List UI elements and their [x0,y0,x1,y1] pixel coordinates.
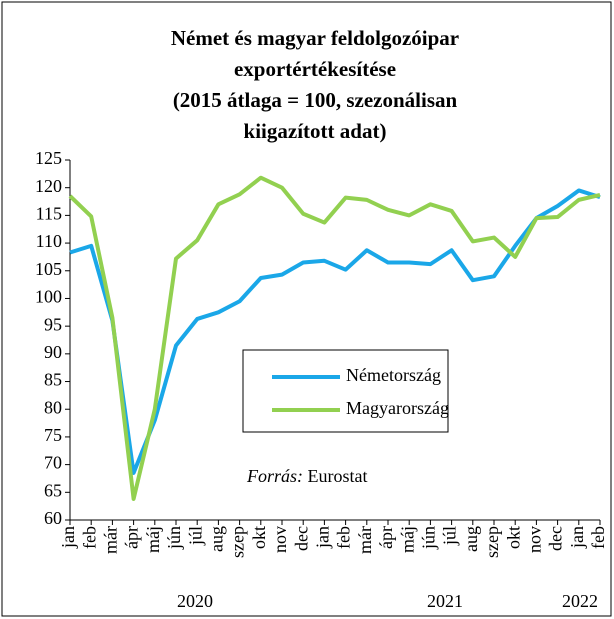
y-tick-label: 85 [44,370,62,390]
x-tick-label: dec [546,526,566,551]
source-text: Eurostat [308,466,368,486]
legend-label: Németország [346,365,441,385]
chart-title: Német és magyar feldolgozóipar [171,26,459,50]
x-tick-label: már [355,526,375,554]
source: Forrás: Eurostat [246,466,368,486]
year-label: 2022 [562,591,598,611]
x-tick-label: nov [270,526,290,553]
chart-title: exportértékesítése [234,57,396,81]
x-tick-label: szep [482,526,502,558]
y-tick-label: 100 [35,287,62,307]
x-tick-label: jan [58,526,78,549]
x-tick-label: dec [291,526,311,551]
x-tick-label: máj [143,526,163,553]
y-tick-label: 105 [35,259,62,279]
x-tick-label: máj [397,526,417,553]
y-tick-label: 110 [36,231,62,251]
year-label: 2020 [177,591,213,611]
x-tick-label: szep [228,526,248,558]
y-tick-label: 60 [44,508,62,528]
x-tick-label: feb [334,526,354,549]
x-tick-label: jan [567,526,587,549]
y-tick-label: 115 [36,204,62,224]
x-tick-label: okt [249,526,269,549]
y-tick-label: 120 [35,176,62,196]
legend-box [242,349,449,433]
y-tick-label: 70 [44,453,62,473]
x-tick-label: okt [503,526,523,549]
line-series [69,188,601,475]
year-label: 2021 [427,591,463,611]
x-tick-label: jún [164,526,184,550]
x-tick-label: jan [313,526,333,549]
x-tick-label: júl [440,526,460,546]
legend-label: Magyarország [346,398,449,418]
x-tick-label: aug [207,526,227,552]
y-tick-label: 125 [35,148,62,168]
x-tick-label: aug [461,526,481,552]
x-tick-label: már [101,526,121,554]
y-tick-label: 95 [44,314,62,334]
x-tick-label: ápr [376,526,396,549]
y-tick-label: 65 [44,480,62,500]
x-tick-label: feb [79,526,99,549]
y-tick-label: 90 [44,342,62,362]
y-tick-label: 75 [44,425,62,445]
x-tick-label: júl [185,526,205,546]
chart-title: (2015 átlaga = 100, szezonálisan [173,88,458,112]
y-tick-label: 80 [44,397,62,417]
x-tick-label: nov [525,526,545,553]
x-tick-label: jún [419,526,439,550]
chart-title: kiigazított adat) [244,119,387,143]
source-label: Forrás: [246,466,303,486]
x-tick-label: feb [588,526,608,549]
x-tick-label: ápr [122,526,142,549]
line-series [68,175,601,501]
